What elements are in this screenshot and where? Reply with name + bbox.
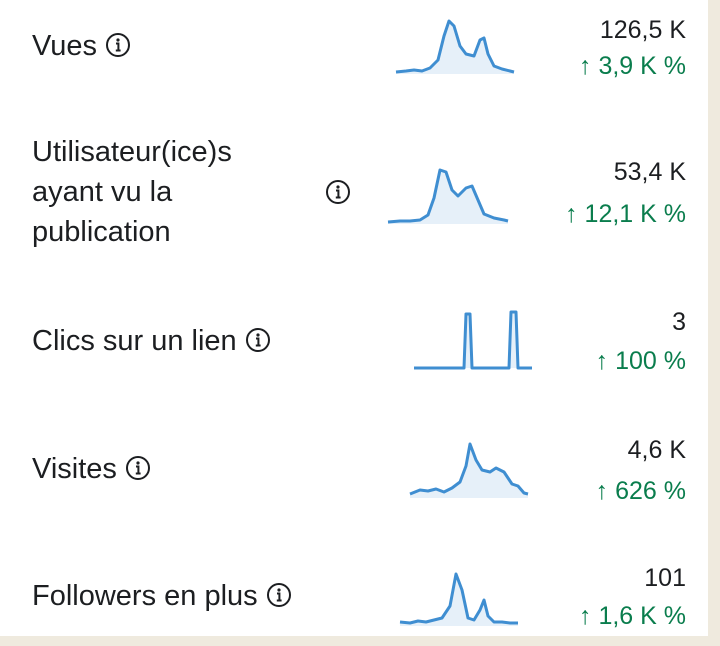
metric-label-text: Followers en plus	[32, 580, 258, 612]
metric-label: Followers en plus	[32, 576, 292, 616]
metric-label-line: ayant vu la	[32, 176, 173, 208]
metric-delta: ↑ 3,9 K %	[579, 52, 686, 80]
metric-value: 126,5 K	[599, 16, 686, 44]
metric-label: Visites	[32, 449, 151, 489]
metric-label-text: Vues	[32, 30, 98, 62]
metric-label: Vues	[32, 26, 131, 66]
info-icon[interactable]	[125, 455, 151, 481]
metric-label-text: Visites	[32, 453, 117, 485]
sparkline-chart	[412, 308, 534, 372]
metric-label: Clics sur un lien	[32, 321, 271, 361]
info-icon[interactable]	[105, 32, 131, 58]
sparkline-chart	[408, 438, 532, 500]
metric-row-visits: Visites 4,6 K ↑ 626 %	[0, 420, 708, 530]
metric-row-views: Vues 126,5 K ↑ 3,9 K %	[0, 0, 708, 110]
metric-delta: ↑ 12,1 K %	[565, 200, 686, 228]
sparkline-chart	[398, 568, 522, 630]
metric-delta: ↑ 1,6 K %	[579, 602, 686, 630]
metric-value: 3	[672, 308, 686, 336]
metric-label-text: Clics sur un lien	[32, 325, 237, 357]
metric-label-line: Utilisateur(ice)s	[32, 136, 232, 168]
metric-value: 53,4 K	[613, 158, 686, 186]
metric-row-followers: Followers en plus 101 ↑ 1,6 K %	[0, 550, 708, 636]
info-icon[interactable]	[325, 179, 351, 205]
metric-delta: ↑ 100 %	[595, 347, 686, 375]
sparkline-chart	[394, 16, 516, 76]
metric-row-link-clicks: Clics sur un lien 3 ↑ 100 %	[0, 290, 708, 400]
info-icon[interactable]	[266, 582, 292, 608]
metric-delta: ↑ 626 %	[595, 477, 686, 505]
metric-value: 4,6 K	[627, 436, 686, 464]
info-icon[interactable]	[245, 327, 271, 353]
metric-label: Utilisateur(ice)s ayant vu la publicatio…	[32, 132, 232, 252]
metric-row-reach: Utilisateur(ice)s ayant vu la publicatio…	[0, 120, 708, 270]
metric-label-line: publication	[32, 216, 171, 248]
insights-panel: Vues 126,5 K ↑ 3,9 K % Utilisateur(ice)s…	[0, 0, 708, 636]
metric-value: 101	[644, 564, 686, 592]
sparkline-chart	[386, 160, 512, 226]
